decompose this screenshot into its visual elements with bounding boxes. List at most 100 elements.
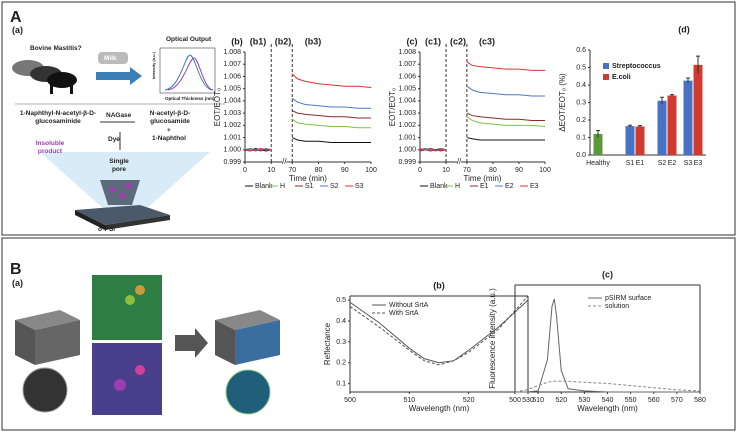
x-tick-label: 540 — [602, 397, 614, 404]
bar — [635, 126, 645, 155]
y-tick-label: 0.3 — [336, 339, 346, 346]
surface-illustration — [15, 275, 280, 415]
legend-label: With SrtA — [389, 310, 419, 317]
legend-label: E.coli — [612, 74, 631, 81]
product: N-acetyl-β-D-glucosamide — [149, 110, 191, 125]
y-tick-label: 1.003 — [223, 110, 241, 117]
x-tick-label: 100 — [365, 167, 377, 174]
x-tick-label: Healthy — [586, 160, 610, 167]
series-line — [349, 299, 529, 364]
error-bar — [696, 55, 700, 74]
legend-label: Blank — [255, 183, 273, 190]
x-tick-label: 80 — [315, 167, 323, 174]
legend-label: H — [280, 183, 285, 190]
y-tick-label: 1.005 — [398, 86, 416, 93]
x-tick-label: 500 — [509, 397, 521, 404]
y-tick-label: 1.007 — [223, 61, 241, 68]
error-bar — [670, 94, 674, 97]
y-axis-label: EOT/EOT₀ — [213, 88, 222, 126]
series-line — [419, 116, 546, 152]
x-tick-label: 10 — [267, 167, 275, 174]
x-tick-label: S3 — [684, 160, 693, 167]
insoluble: Insoluble product — [35, 140, 65, 155]
annotation: (c2) — [450, 36, 466, 46]
x-tick-label: 80 — [489, 167, 497, 174]
x-tick-label: 520 — [555, 397, 567, 404]
panel-b-frame — [1, 237, 736, 431]
legend-label: E3 — [530, 183, 539, 190]
x-tick-label: 70 — [288, 167, 296, 174]
series-line — [244, 118, 371, 152]
y-axis-label: ΔEOT/EOT₀ (%) — [558, 73, 567, 132]
y-tick-label: 1.005 — [223, 86, 241, 93]
legend-label: E2 — [505, 183, 514, 190]
x-tick-label: 10 — [442, 167, 450, 174]
panel-letter: B — [10, 261, 22, 278]
x-tick-label: 560 — [648, 397, 660, 404]
series-line — [244, 73, 372, 152]
panel-title: (d) — [678, 24, 690, 34]
y-tick-label: 1.008 — [223, 49, 241, 56]
pore-label: Single pore — [109, 158, 129, 173]
y-tick-label: 0.3 — [576, 99, 586, 106]
legend-label: E1 — [480, 183, 489, 190]
x-axis-label: Time (min) — [289, 174, 327, 183]
legend-label: pSIRM surface — [605, 295, 651, 302]
y-tick-label: 0.6 — [576, 47, 586, 54]
bar — [683, 80, 693, 155]
inset-ylabel: Intensity (a.u.) — [151, 52, 156, 80]
x-tick-label: S2 — [658, 160, 667, 167]
series-line — [419, 61, 545, 152]
inset-curve — [167, 57, 214, 91]
optical-output: Optical Output — [166, 36, 212, 43]
panel-a-frame — [1, 1, 736, 236]
annotation: (b2) — [275, 36, 292, 46]
panel-title: (b) — [231, 36, 243, 46]
y-tick-label: 1.004 — [398, 98, 416, 105]
x-tick-label: 90 — [515, 167, 523, 174]
x-axis-label: Wavelength (nm) — [409, 404, 470, 413]
bar — [657, 100, 667, 155]
series-line — [419, 85, 545, 152]
milk-can — [98, 52, 128, 64]
x-tick-label: 100 — [539, 167, 551, 174]
arrow — [96, 67, 142, 85]
x-tick-label: E3 — [694, 160, 703, 167]
legend-label: Blank — [430, 183, 448, 190]
legend-label: S2 — [330, 183, 339, 190]
y-tick-label: 0.5 — [576, 64, 586, 71]
error-bar — [686, 77, 690, 84]
y-tick-label: 1.001 — [398, 134, 416, 141]
y-tick-label: 1.001 — [223, 134, 241, 141]
legend-label: Without SrtA — [389, 302, 429, 309]
x-tick-label: 520 — [463, 397, 475, 404]
y-tick-label: 1.006 — [398, 73, 416, 80]
legend-label: H — [455, 183, 460, 190]
panel-label: (a) — [12, 278, 23, 288]
axis-break: // — [457, 157, 462, 166]
series-line — [515, 298, 700, 393]
error-bar — [638, 125, 642, 128]
x-tick-label: 510 — [403, 397, 415, 404]
material: σ-PSi — [98, 226, 116, 233]
y-tick-label: 1.000 — [223, 147, 241, 154]
y-tick-label: 0.999 — [223, 159, 241, 166]
inset-curve — [164, 54, 213, 91]
legend-label: S1 — [305, 183, 314, 190]
legend-label: solution — [605, 303, 629, 310]
x-tick-label: 510 — [532, 397, 544, 404]
x-tick-label: 90 — [341, 167, 349, 174]
x-axis-label: Wavelength (nm) — [577, 404, 638, 413]
dye: Dye — [108, 136, 120, 143]
x-tick-label: 0 — [418, 167, 422, 174]
naphthol: 1-Naphthol — [152, 135, 186, 142]
series-line — [244, 98, 371, 152]
panel-label: (a) — [12, 25, 23, 35]
error-bar — [628, 124, 632, 127]
y-tick-label: 0.5 — [336, 297, 346, 304]
y-tick-label: 0.4 — [336, 318, 346, 325]
x-tick-label: 0 — [243, 167, 247, 174]
y-tick-label: 0.2 — [576, 117, 586, 124]
y-tick-label: 1.003 — [398, 110, 416, 117]
